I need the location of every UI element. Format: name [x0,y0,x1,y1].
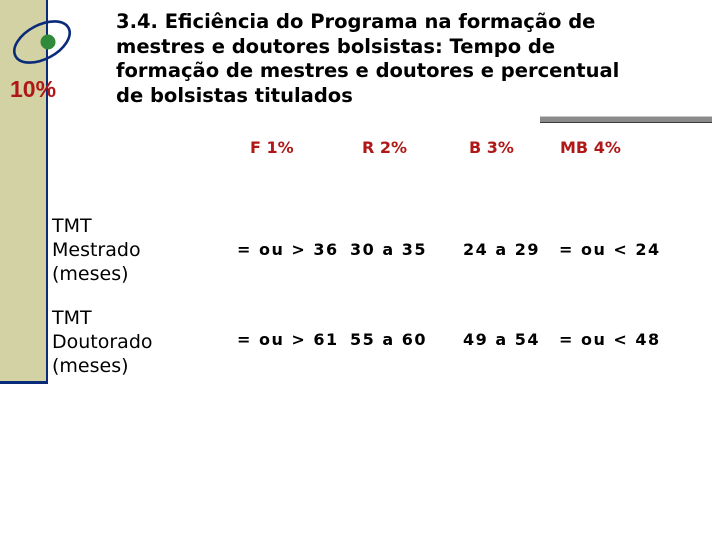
column-percent: 1% [266,138,294,157]
side-bar [0,0,46,383]
side-bar-edge [46,0,48,383]
column-code: R [362,138,375,157]
column-percent: 2% [379,138,408,157]
row-label-line: Doutorado [52,331,153,353]
column-header-r: R 2% [350,134,420,162]
column-percent: 4% [593,138,621,157]
table-cell: = ou < 24 [559,240,661,259]
table-cell: = ou < 48 [559,330,661,349]
column-header-f: F 1% [238,134,308,162]
title-line: de bolsistas titulados [116,83,353,107]
row-label-line: (meses) [52,355,129,377]
column-code: F [250,138,261,157]
side-bar-bottom-line [0,381,48,384]
table-cell: 30 a 35 [350,240,427,259]
row-label-line: Mestrado [52,239,141,261]
title-line: 3.4. Eficiência do Programa na formação … [116,10,596,33]
weight-percent: 10% [10,76,57,102]
column-header-b: B 3% [463,134,533,162]
table-cell: 55 a 60 [350,330,427,349]
row-label-line: (meses) [52,263,129,285]
row-label-doutorado: TMT Doutorado (meses) [52,306,232,378]
title-divider [540,116,712,123]
column-percent: 3% [486,138,514,157]
column-header-mb: MB 4% [560,134,630,162]
title-line: formação de mestres e doutores e percent… [116,59,620,82]
page-title: 3.4. Eficiência do Programa na formação … [116,10,676,108]
row-label-mestrado: TMT Mestrado (meses) [52,214,232,286]
table-cell: = ou > 36 [237,240,339,259]
column-code: B [469,138,482,157]
title-line: mestres e doutores bolsistas: Tempo de [116,34,556,58]
table-cell: 24 a 29 [463,240,540,259]
orbit-logo-icon [13,20,71,64]
table-cell: = ou > 61 [237,330,339,349]
row-label-line: TMT [52,215,92,237]
column-code: MB [560,138,589,157]
row-label-line: TMT [52,307,92,329]
table-cell: 49 a 54 [463,330,540,349]
